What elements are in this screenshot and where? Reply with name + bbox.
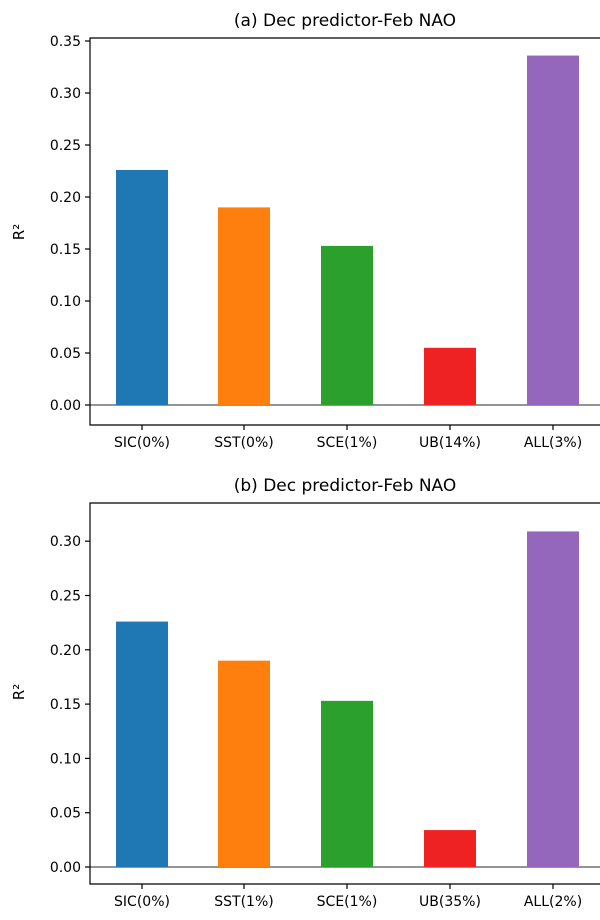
chart-a-xtick-label: ALL(3%)	[524, 435, 582, 451]
chart-b-bar-3	[321, 700, 373, 867]
chart-b-x-labels: SIC(0%) SST(1%) SCE(1%) UB(35%) ALL(2%)	[114, 884, 582, 910]
chart-a-ytick-label: 0.35	[50, 34, 81, 50]
chart-b-ylabel: R²	[10, 684, 28, 700]
chart-b-bars	[116, 531, 579, 867]
chart-a-ytick-label: 0.05	[50, 346, 81, 362]
chart-a-ytick-label: 0.20	[50, 190, 81, 206]
chart-b-xtick-label: ALL(2%)	[524, 894, 582, 910]
chart-a-ytick-label: 0.15	[50, 242, 81, 258]
chart-b-bar-4	[424, 830, 476, 867]
chart-a-xtick-label: UB(14%)	[419, 435, 481, 451]
chart-panel-b: (b) Dec predictor-Feb NAO R² 0.00 0.05 0.1…	[10, 476, 600, 910]
chart-b-title: (b) Dec predictor-Feb NAO	[234, 476, 457, 496]
chart-a-y-ticks: 0.00 0.05 0.10 0.15 0.20 0.25 0.30 0.35	[50, 34, 90, 414]
chart-b-xtick-label: SST(1%)	[214, 894, 273, 910]
chart-b-y-ticks: 0.00 0.05 0.10 0.15 0.20 0.25 0.30	[50, 534, 90, 876]
chart-a-bar-1	[116, 169, 168, 405]
chart-a-ytick-label: 0.25	[50, 138, 81, 154]
chart-a-bars	[116, 55, 579, 406]
chart-a-bar-3	[321, 245, 373, 405]
chart-b-ytick-label: 0.20	[50, 643, 81, 659]
chart-b-bar-2	[218, 660, 270, 867]
chart-panel-a: (a) Dec predictor-Feb NAO R² 0.00 0.05 0.1…	[10, 11, 600, 451]
chart-a-xtick-label: SIC(0%)	[114, 435, 170, 451]
chart-b-xtick-label: SCE(1%)	[317, 894, 378, 910]
chart-b-bar-1	[116, 621, 168, 867]
chart-b-ytick-label: 0.05	[50, 806, 81, 822]
chart-b-ytick-label: 0.30	[50, 534, 81, 550]
chart-b-ytick-label: 0.00	[50, 860, 81, 876]
chart-a-ylabel: R²	[10, 224, 28, 240]
chart-a-xtick-label: SCE(1%)	[317, 435, 378, 451]
chart-b-ytick-label: 0.10	[50, 751, 81, 767]
chart-a-bar-4	[424, 347, 476, 405]
chart-a-x-labels: SIC(0%) SST(0%) SCE(1%) UB(14%) ALL(3%)	[114, 425, 582, 451]
chart-a-title: (a) Dec predictor-Feb NAO	[234, 11, 456, 31]
chart-a-xtick-label: SST(0%)	[214, 435, 273, 451]
chart-b-bar-5	[527, 531, 579, 867]
chart-b-xtick-label: UB(35%)	[419, 894, 481, 910]
chart-b-axes-frame	[89, 502, 600, 885]
chart-b-xtick-label: SIC(0%)	[114, 894, 170, 910]
chart-a-bar-5	[527, 55, 579, 406]
chart-a-bar-2	[218, 207, 270, 405]
chart-a-ytick-label: 0.10	[50, 294, 81, 310]
chart-a-ytick-label: 0.00	[50, 398, 81, 414]
chart-a-axes-frame	[89, 37, 600, 426]
chart-b-ytick-label: 0.15	[50, 697, 81, 713]
chart-a-ytick-label: 0.30	[50, 86, 81, 102]
chart-b-ytick-label: 0.25	[50, 589, 81, 605]
